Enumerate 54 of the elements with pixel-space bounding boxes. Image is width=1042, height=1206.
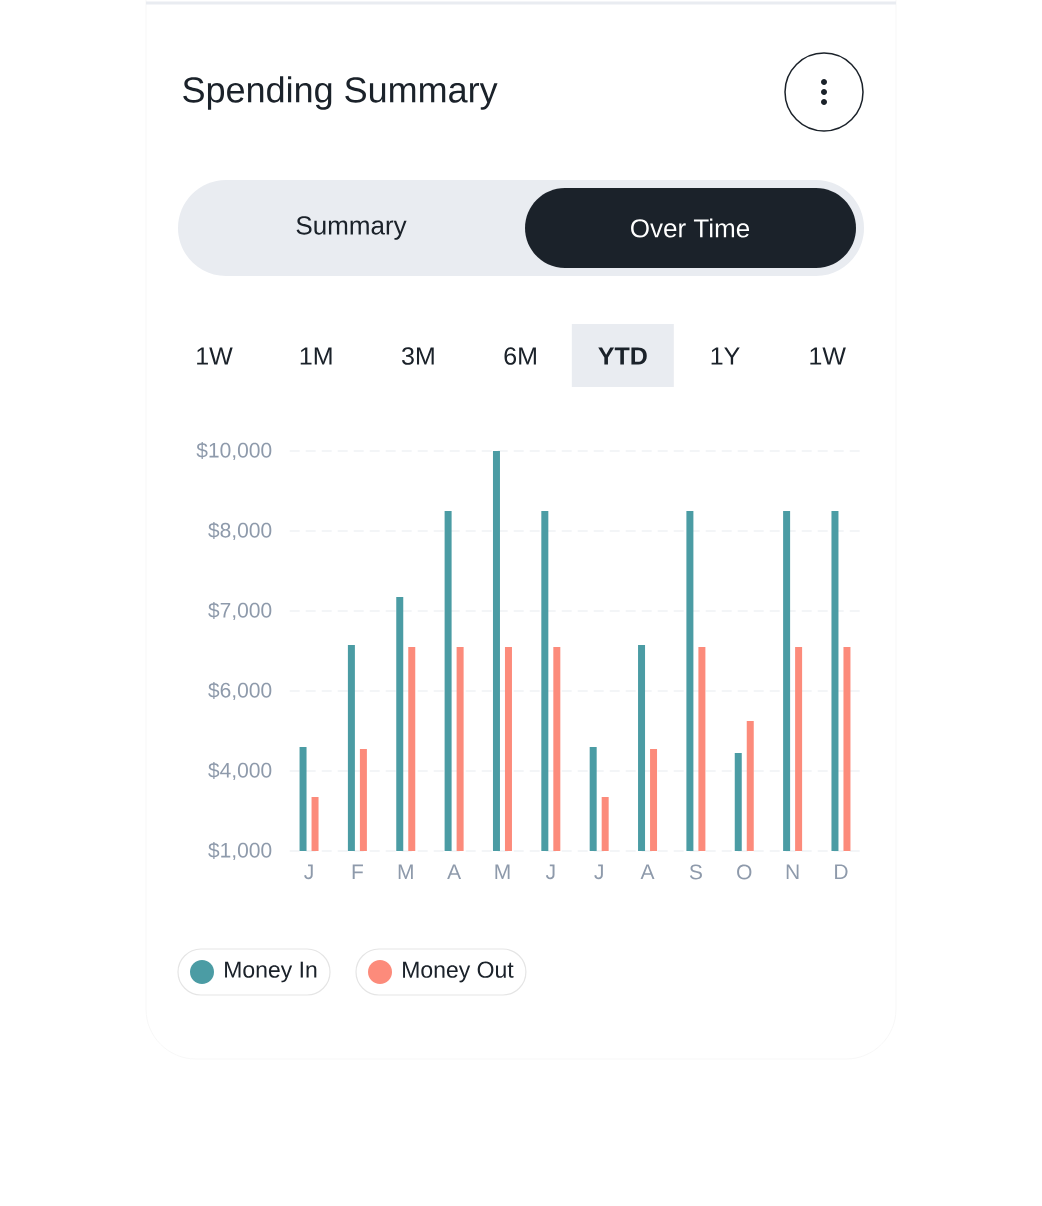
x-tick-label: A — [447, 864, 462, 879]
x-tick-label: F — [352, 864, 363, 879]
bar — [504, 647, 512, 852]
bar — [831, 511, 839, 852]
text: 1W — [810, 347, 846, 365]
text: YTD — [598, 347, 647, 365]
bar — [408, 647, 416, 852]
bar — [456, 647, 464, 852]
x-tick-label: D — [835, 864, 848, 879]
text: $4,000 — [208, 761, 272, 781]
text: Over Time — [631, 218, 750, 238]
bar — [795, 647, 803, 852]
x-tick-label: N — [786, 864, 799, 879]
bar — [444, 511, 452, 852]
bar — [396, 597, 404, 852]
bar — [650, 749, 658, 852]
text: 1Y — [711, 347, 740, 365]
text: 1W — [197, 347, 233, 365]
legend-label: Money Out — [403, 961, 514, 983]
x-tick-label: S — [689, 864, 702, 880]
bar — [638, 645, 646, 852]
bar — [783, 511, 791, 852]
x-tick-label: M — [495, 864, 510, 879]
bar — [299, 747, 307, 852]
bar — [589, 747, 597, 852]
text: $1,000 — [208, 841, 272, 861]
x-tick-label: J — [304, 864, 313, 880]
chart-title: Spending Summary — [183, 76, 498, 110]
x-tick-label: J — [594, 864, 603, 880]
x-tick-label: A — [640, 864, 655, 879]
text: 3M — [402, 347, 434, 365]
x-tick-label: J — [545, 864, 555, 880]
bar — [843, 647, 851, 852]
bar — [553, 647, 561, 852]
bar — [541, 511, 549, 852]
text: Summary — [296, 216, 407, 240]
bar — [347, 645, 355, 852]
bar — [698, 647, 706, 852]
text: $10,000 — [196, 441, 272, 461]
text: $8,000 — [208, 521, 272, 541]
bar — [734, 753, 742, 852]
bar — [746, 721, 754, 852]
legend-label: Money In — [225, 961, 317, 983]
x-tick-label: O — [737, 864, 752, 880]
text: $7,000 — [208, 601, 272, 621]
bar — [359, 749, 367, 852]
x-tick-label: M — [398, 864, 413, 879]
text: 6M — [504, 347, 536, 365]
bar — [686, 511, 694, 852]
bar — [311, 797, 319, 852]
text: $6,000 — [208, 681, 272, 701]
bar — [492, 451, 500, 852]
text: 1M — [300, 347, 332, 365]
bar — [601, 797, 609, 852]
